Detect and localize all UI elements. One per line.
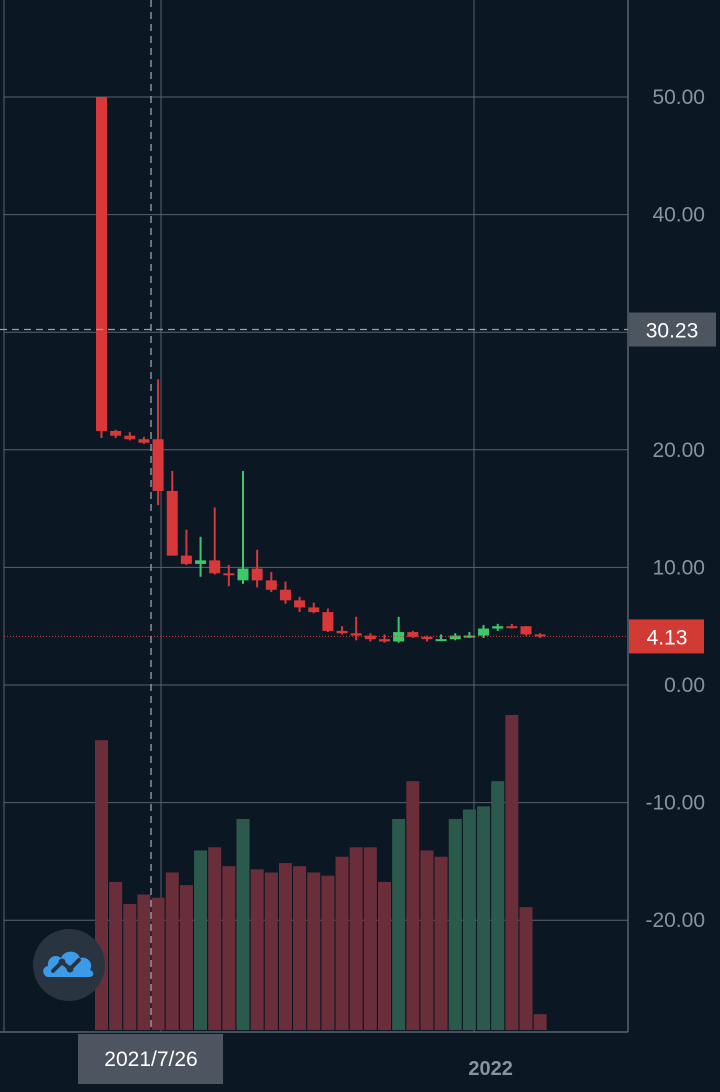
volume-bar bbox=[519, 907, 533, 1030]
volume-bar bbox=[349, 847, 363, 1030]
volume-bar bbox=[165, 872, 179, 1030]
candle-body bbox=[534, 634, 546, 637]
candle-body bbox=[195, 560, 207, 564]
volume-bar bbox=[491, 781, 505, 1030]
volume-bar bbox=[222, 866, 236, 1030]
volume-bar bbox=[208, 847, 222, 1030]
volume-bar bbox=[179, 885, 193, 1030]
candle-body bbox=[520, 626, 532, 635]
volume-bar bbox=[194, 850, 208, 1030]
candle-body bbox=[492, 626, 504, 629]
crosshair-time-badge bbox=[78, 1034, 224, 1084]
volume-bar bbox=[505, 715, 519, 1030]
candle-body bbox=[166, 490, 178, 556]
candle-body bbox=[124, 435, 136, 440]
cloud-chart-icon bbox=[43, 951, 94, 977]
candle-body bbox=[506, 626, 518, 629]
candle-body bbox=[180, 555, 192, 564]
crosshair-time-label: 2021/7/26 bbox=[104, 1048, 197, 1071]
volume-bar bbox=[264, 872, 278, 1030]
candle-body bbox=[379, 639, 390, 642]
price-tick-label: 50.00 bbox=[652, 86, 705, 109]
candle-body bbox=[364, 635, 376, 640]
crosshair-price-label: 30.23 bbox=[646, 319, 699, 342]
volume-bar bbox=[236, 818, 250, 1030]
volume-bar bbox=[420, 850, 434, 1030]
volume-bar bbox=[137, 894, 151, 1030]
app-logo-button[interactable] bbox=[33, 929, 105, 1001]
candle-body bbox=[279, 589, 291, 601]
candle-body bbox=[96, 97, 107, 431]
volume-bar bbox=[392, 818, 406, 1030]
candle-body bbox=[152, 439, 164, 491]
volume-bar bbox=[250, 869, 264, 1030]
volume-bar bbox=[363, 847, 377, 1030]
volume-bar bbox=[434, 856, 448, 1030]
candle-body bbox=[478, 628, 490, 636]
candle-body bbox=[223, 573, 235, 576]
volume-bar bbox=[477, 806, 491, 1030]
candle-body bbox=[336, 630, 348, 634]
candle-body bbox=[251, 568, 263, 581]
candle-body bbox=[449, 635, 461, 640]
volume-bar bbox=[335, 856, 349, 1030]
candle-body bbox=[435, 639, 447, 642]
price-tick-label: -10.00 bbox=[645, 792, 705, 815]
candle-body bbox=[322, 612, 334, 631]
price-tick-label: 20.00 bbox=[652, 439, 705, 462]
volume-bar bbox=[109, 881, 123, 1030]
volume-bar bbox=[533, 1014, 547, 1030]
volume-bar bbox=[123, 904, 137, 1030]
volume-bar bbox=[293, 866, 307, 1030]
crosshair-price-badge bbox=[629, 312, 716, 347]
time-tick-label: 2022 bbox=[468, 1058, 513, 1080]
price-tick-label: 10.00 bbox=[652, 556, 705, 579]
price-tick-label: 0.00 bbox=[664, 674, 705, 697]
volume-bar bbox=[462, 809, 476, 1030]
volume-bar bbox=[406, 781, 420, 1030]
candle-body bbox=[209, 560, 221, 574]
volume-bar bbox=[321, 875, 335, 1030]
volume-bar bbox=[448, 818, 462, 1030]
last-price-badge bbox=[629, 619, 704, 654]
candle-body bbox=[393, 632, 405, 642]
volume-bar bbox=[278, 863, 292, 1030]
candle-body bbox=[138, 439, 150, 443]
volume-bar bbox=[151, 897, 165, 1030]
candle-body bbox=[265, 580, 277, 590]
candle-body bbox=[407, 632, 419, 637]
volume-bar bbox=[378, 881, 391, 1030]
price-tick-label: -20.00 bbox=[645, 909, 705, 932]
last-price-label: 4.13 bbox=[647, 626, 688, 649]
candle-body bbox=[350, 633, 362, 636]
candle-body bbox=[110, 430, 122, 436]
candle-body bbox=[421, 636, 433, 640]
volume-bar bbox=[307, 872, 321, 1030]
candle-body bbox=[294, 600, 306, 608]
price-tick-label: 40.00 bbox=[652, 204, 705, 227]
candle-body bbox=[237, 568, 249, 581]
candle-body bbox=[308, 607, 320, 613]
